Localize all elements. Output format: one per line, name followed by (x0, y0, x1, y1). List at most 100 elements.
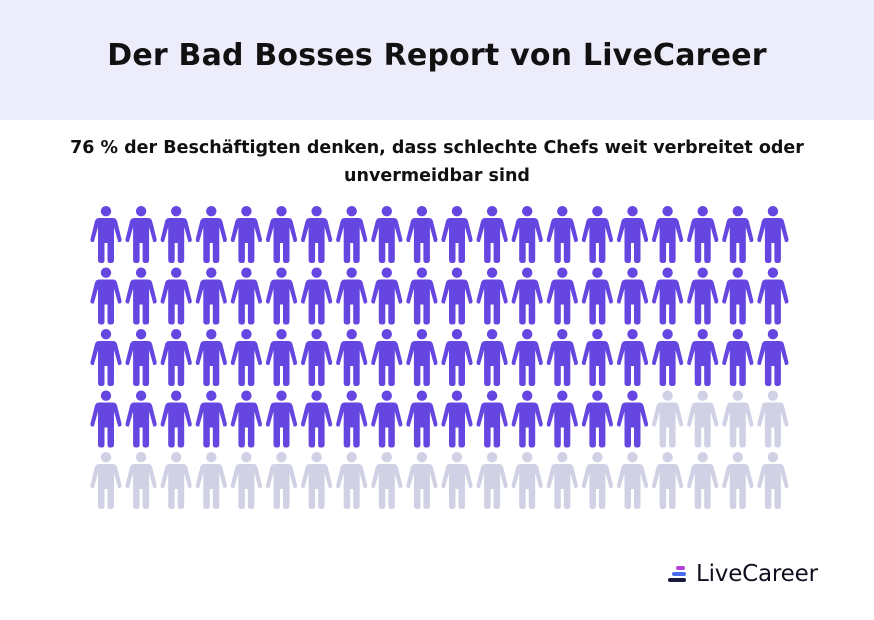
person-icon-highlighted (652, 206, 684, 263)
person-icon-highlighted (301, 329, 333, 386)
person-icon-highlighted (687, 206, 719, 263)
person-icon-highlighted (441, 206, 473, 263)
person-icon-highlighted (301, 206, 333, 263)
person-icon-highlighted (546, 390, 578, 448)
person-icon-highlighted (406, 267, 438, 325)
person-icon-highlighted (441, 390, 473, 448)
person-icon (687, 390, 719, 448)
person-icon-highlighted (90, 267, 122, 325)
person-icon-highlighted (195, 206, 227, 263)
person-icon (371, 452, 403, 509)
person-icon (757, 452, 789, 509)
person-icon-highlighted (371, 390, 403, 448)
livecareer-logo-icon (668, 566, 686, 582)
person-icon (511, 452, 543, 509)
person-icon (581, 452, 613, 509)
person-icon (265, 452, 298, 509)
person-icon (336, 452, 368, 509)
logo-text: LiveCareer (696, 561, 818, 587)
person-icon-highlighted (406, 390, 438, 448)
person-icon-highlighted (125, 329, 157, 386)
person-icon (125, 452, 157, 509)
person-icon-highlighted (265, 267, 298, 325)
person-icon-highlighted (371, 206, 403, 263)
chart-subtitle: 76 % der Beschäftigten denken, dass schl… (70, 138, 804, 186)
person-icon-highlighted (406, 206, 438, 263)
person-icon-highlighted (371, 329, 403, 386)
person-icon-highlighted (406, 329, 438, 386)
person-icon-highlighted (90, 390, 122, 448)
person-icon (546, 452, 578, 509)
person-icon-highlighted (441, 329, 473, 386)
person-icon (301, 452, 333, 509)
person-icon-highlighted (230, 390, 262, 448)
person-icon-highlighted (722, 206, 754, 263)
person-icon-highlighted (230, 267, 262, 325)
person-icon-highlighted (581, 267, 613, 325)
person-icon-highlighted (722, 329, 754, 386)
person-icon-highlighted (265, 206, 298, 263)
person-icon-highlighted (511, 267, 543, 325)
person-icon-highlighted (511, 206, 543, 263)
person-icon-highlighted (160, 206, 192, 263)
person-icon (476, 452, 508, 509)
person-icon-highlighted (195, 267, 227, 325)
person-icon-highlighted (546, 267, 578, 325)
person-icon-highlighted (652, 267, 684, 325)
person-icon-highlighted (476, 206, 508, 263)
person-icon-highlighted (757, 329, 789, 386)
person-icon-highlighted (616, 267, 649, 325)
person-icon-highlighted (687, 329, 719, 386)
person-icon-highlighted (616, 390, 649, 448)
person-icon-highlighted (371, 267, 403, 325)
person-icon-highlighted (336, 267, 368, 325)
person-icon-highlighted (476, 329, 508, 386)
person-icon-highlighted (652, 329, 684, 386)
person-icon-highlighted (581, 390, 613, 448)
person-icon (90, 452, 122, 509)
person-icon (160, 452, 192, 509)
person-icon (687, 452, 719, 509)
person-icon-highlighted (581, 206, 613, 263)
person-icon-highlighted (301, 390, 333, 448)
person-icon-highlighted (441, 267, 473, 325)
person-icon (616, 452, 649, 509)
person-icon-highlighted (301, 267, 333, 325)
person-icon-highlighted (687, 267, 719, 325)
page-title: Der Bad Bosses Report von LiveCareer (107, 38, 767, 73)
person-icon-highlighted (230, 329, 262, 386)
person-icon-highlighted (195, 390, 227, 448)
person-icon-highlighted (265, 329, 298, 386)
person-icon-highlighted (757, 206, 789, 263)
person-icon-highlighted (511, 329, 543, 386)
person-icon-highlighted (757, 267, 789, 325)
person-icon-highlighted (336, 390, 368, 448)
person-icon-highlighted (90, 206, 122, 263)
person-icon-highlighted (336, 329, 368, 386)
person-icon (652, 390, 684, 448)
person-icon-highlighted (160, 267, 192, 325)
person-icon-highlighted (265, 390, 298, 448)
person-icon-highlighted (616, 329, 649, 386)
person-icon-highlighted (125, 206, 157, 263)
person-icon-highlighted (125, 390, 157, 448)
person-icon-highlighted (546, 206, 578, 263)
person-icon (406, 452, 438, 509)
person-icon-highlighted (90, 329, 122, 386)
person-icon-highlighted (476, 267, 508, 325)
person-icon-highlighted (160, 390, 192, 448)
person-icon (757, 390, 789, 448)
person-icon (722, 452, 754, 509)
person-icon-highlighted (336, 206, 368, 263)
person-icon-highlighted (230, 206, 262, 263)
person-icon-highlighted (616, 206, 649, 263)
person-icon (230, 452, 262, 509)
person-icon-highlighted (476, 390, 508, 448)
person-icon-highlighted (195, 329, 227, 386)
person-icon (722, 390, 754, 448)
person-icon-highlighted (511, 390, 543, 448)
livecareer-logo: LiveCareer (668, 560, 818, 588)
person-icon (652, 452, 684, 509)
header-banner: Der Bad Bosses Report von LiveCareer (0, 0, 874, 120)
